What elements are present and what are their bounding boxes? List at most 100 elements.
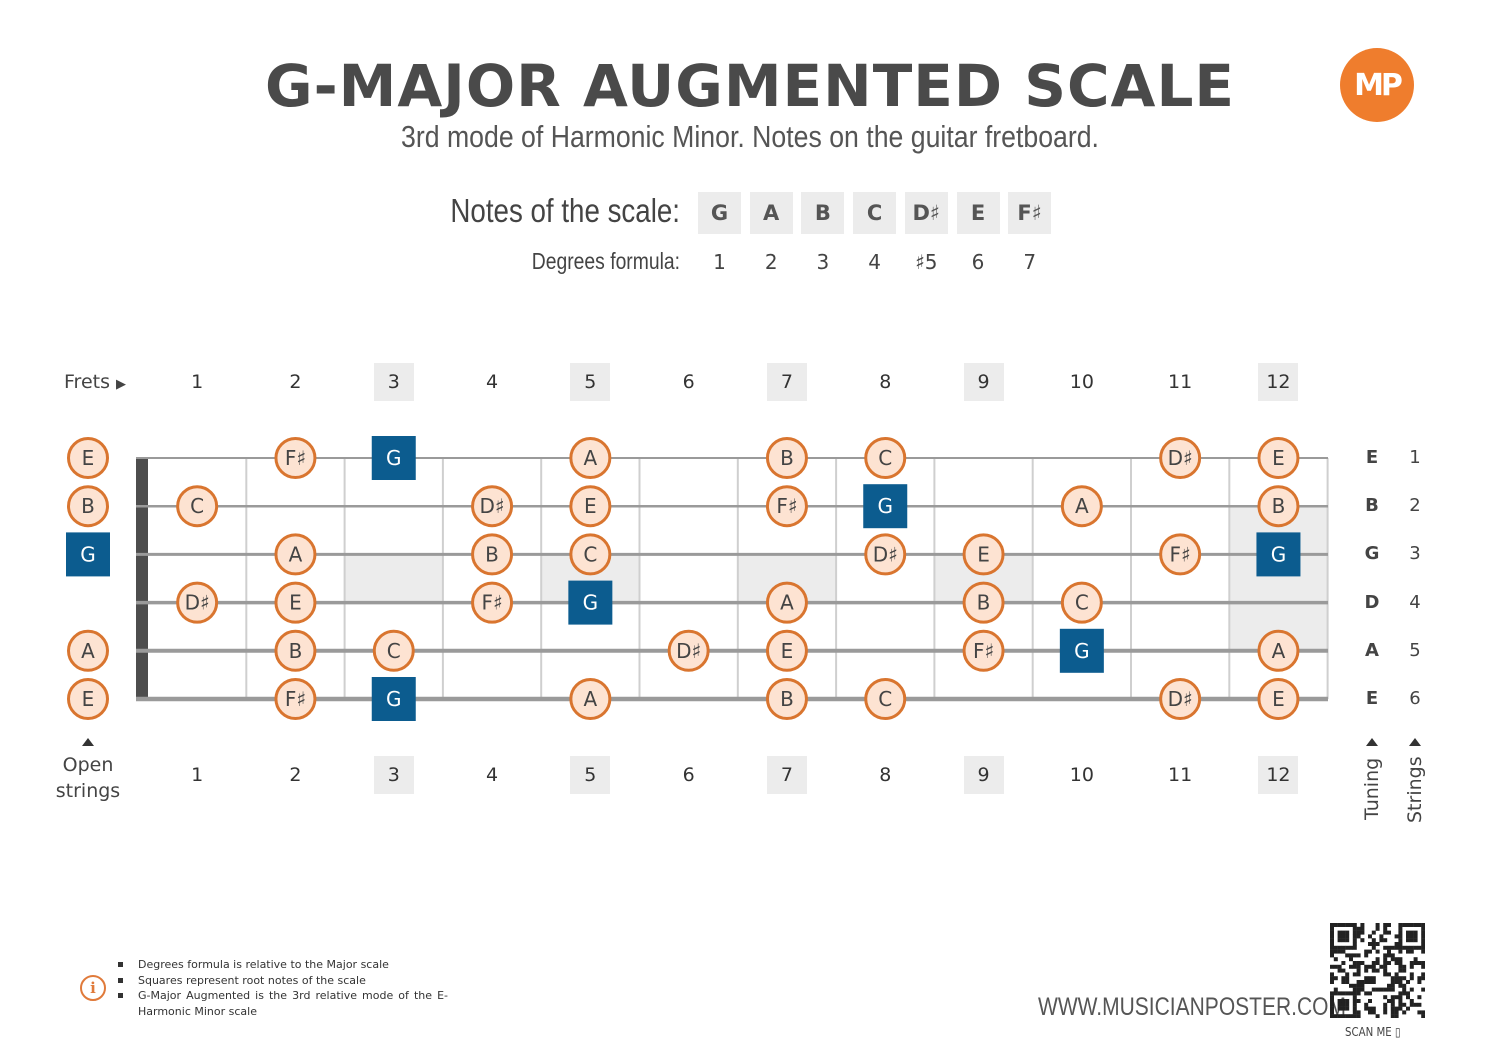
qr-module	[1421, 961, 1425, 965]
qr-module	[1409, 987, 1414, 992]
note-label: D♯	[480, 494, 505, 518]
string-number: 3	[1409, 543, 1421, 565]
qr-module	[1368, 964, 1372, 969]
tuning-note: D	[1364, 591, 1380, 613]
root-note-marker	[371, 436, 416, 480]
brand-logo[interactable]: MP	[1340, 48, 1414, 122]
root-note-marker	[863, 484, 908, 529]
qr-module	[1394, 995, 1399, 1000]
note-label: C	[1075, 591, 1089, 615]
qr-module	[1371, 930, 1376, 935]
qr-module	[1390, 953, 1395, 958]
note-marker	[1257, 485, 1300, 528]
note-marker	[1257, 629, 1300, 672]
qr-module	[1421, 964, 1425, 969]
qr-module	[1368, 949, 1372, 954]
note-label: A	[584, 446, 598, 470]
qr-module	[1360, 980, 1365, 984]
qr-module	[1387, 983, 1391, 988]
qr-module	[1330, 1002, 1334, 1007]
qr-module	[1337, 923, 1342, 927]
note-label: B	[81, 494, 95, 518]
note-label: A	[289, 542, 303, 566]
note-label: A	[81, 639, 95, 663]
qr-module	[1375, 987, 1380, 992]
qr-module	[1375, 957, 1380, 962]
qr-module	[1341, 934, 1346, 939]
qr-module	[1417, 961, 1422, 965]
qr-module	[1341, 999, 1346, 1003]
qr-module	[1383, 961, 1388, 965]
qr-module	[1337, 930, 1342, 935]
qr-module	[1390, 987, 1395, 992]
qr-module	[1352, 991, 1357, 996]
qr-module	[1406, 923, 1410, 927]
scale-degree: 7	[1023, 250, 1037, 274]
qr-module	[1394, 980, 1399, 984]
qr-module	[1352, 938, 1357, 943]
qr-module	[1356, 1010, 1361, 1015]
qr-module	[1371, 942, 1376, 946]
note-marker	[962, 629, 1005, 672]
triangle-up-icon	[82, 738, 94, 746]
note-label: G	[386, 446, 402, 470]
qr-module	[1383, 995, 1388, 1000]
info-icon: i	[80, 975, 106, 1001]
website-link[interactable]: WWW.MUSICIANPOSTER.COM	[1038, 993, 1346, 1021]
qr-module	[1349, 983, 1353, 988]
qr-module	[1398, 1006, 1403, 1011]
scale-degree: ♯5	[915, 250, 938, 274]
qr-module	[1349, 923, 1353, 927]
qr-module	[1383, 964, 1388, 969]
qr-module	[1352, 926, 1357, 931]
qr-module	[1398, 983, 1403, 988]
qr-module	[1330, 980, 1334, 984]
note-label: E	[1272, 687, 1285, 711]
qr-module	[1413, 923, 1418, 927]
fret-number: 8	[879, 764, 892, 786]
qr-module	[1345, 923, 1350, 927]
qr-module	[1417, 1010, 1422, 1015]
qr-module	[1341, 976, 1346, 981]
qr-module	[1409, 961, 1414, 965]
scale-note-box: A	[749, 192, 793, 234]
qr-module	[1409, 999, 1414, 1003]
qr-module	[1349, 953, 1353, 958]
qr-module	[1394, 1014, 1399, 1018]
qr-module	[1417, 976, 1422, 981]
note-label: B	[485, 542, 499, 566]
qr-code[interactable]	[1330, 923, 1425, 1018]
qr-module	[1394, 976, 1399, 981]
strings-label: Strings	[1404, 756, 1426, 823]
qr-module	[1330, 945, 1334, 950]
note-label: F♯	[1170, 542, 1191, 566]
note-marker	[372, 629, 415, 672]
fret-number: 6	[682, 371, 695, 393]
qr-module	[1387, 923, 1391, 927]
qr-module	[1356, 983, 1361, 988]
scale-degree: 2	[764, 250, 778, 274]
qr-module	[1421, 976, 1425, 981]
note-label: F♯	[481, 591, 502, 615]
qr-module	[1398, 980, 1403, 984]
note-label: B	[780, 687, 794, 711]
scan-me-label: SCAN ME ▯	[1345, 1025, 1401, 1039]
note-label: D♯	[1168, 446, 1193, 470]
qr-module	[1390, 1002, 1395, 1007]
qr-module	[1337, 1002, 1342, 1007]
qr-module	[1421, 987, 1425, 992]
fret-number: 12	[1258, 363, 1299, 401]
open-strings-label-line1: Open	[62, 754, 114, 776]
qr-module	[1417, 923, 1422, 927]
qr-module	[1409, 945, 1414, 950]
qr-module	[1421, 1010, 1425, 1015]
qr-module	[1406, 938, 1410, 943]
qr-module	[1406, 949, 1410, 954]
qr-module	[1368, 942, 1372, 946]
qr-module	[1390, 999, 1395, 1003]
qr-module	[1356, 987, 1361, 992]
qr-module	[1333, 987, 1338, 992]
note-marker	[962, 533, 1005, 576]
scale-degree: 4	[868, 250, 881, 274]
qr-module	[1371, 1010, 1376, 1015]
